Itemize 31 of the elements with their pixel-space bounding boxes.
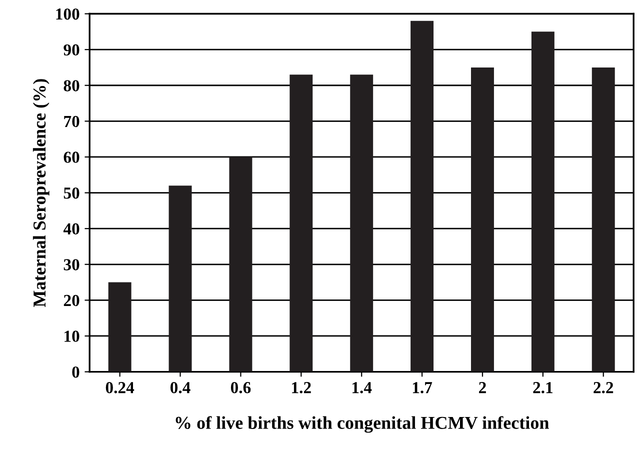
bar [108, 282, 132, 372]
bar [350, 74, 374, 372]
x-tick-label: 2.1 [533, 382, 552, 394]
y-tick-label: 20 [64, 294, 80, 306]
bar [290, 74, 313, 372]
y-tick-label: 60 [64, 152, 80, 163]
x-tick-label: 0.24 [106, 382, 134, 394]
x-axis-title: % of live births with congenital HCMV infection [176, 416, 549, 433]
x-tick-label: 0.4 [170, 382, 190, 394]
y-tick-label: 70 [64, 116, 80, 128]
x-tick-label: 1.4 [352, 382, 372, 394]
x-tick-label: 2.2 [594, 382, 614, 394]
y-tick-label: 30 [64, 259, 80, 270]
bar [471, 67, 494, 372]
bar [168, 186, 192, 372]
y-tick-label: 50 [64, 187, 80, 199]
x-tick-label: 2 [479, 382, 486, 394]
y-tick-label: 0 [72, 366, 80, 378]
y-tick-label: 80 [64, 80, 80, 92]
x-tick-label: 1.7 [412, 382, 432, 394]
bar [410, 20, 434, 372]
y-tick-label: 90 [64, 44, 80, 56]
bar [531, 32, 554, 372]
y-axis-title: Maternal Seroprevalence (%) [32, 79, 50, 307]
bar [229, 156, 252, 372]
x-tick-label: 0.6 [230, 382, 251, 394]
x-tick-label: 1.2 [292, 382, 311, 394]
bar [592, 67, 615, 372]
y-tick-label: 40 [63, 223, 80, 235]
y-tick-label: 10 [64, 330, 80, 342]
y-tick-label: 100 [56, 8, 80, 20]
